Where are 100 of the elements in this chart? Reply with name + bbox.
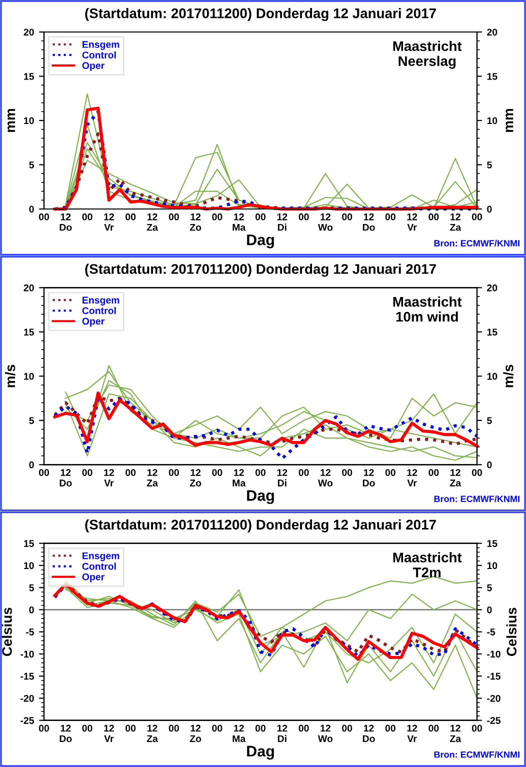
x-axis-title: Dag: [247, 490, 274, 504]
y-tick-label: -15: [20, 672, 34, 680]
y2-tick-label: 15: [487, 73, 498, 80]
x-tick-label: 12 Zo: [190, 724, 202, 742]
x-tick-label: 12 Ma: [232, 213, 246, 231]
y2-tick-label: -15: [487, 672, 501, 680]
x-tick-label: 00: [385, 724, 396, 732]
x-tick-label: 12 Za: [450, 469, 462, 486]
x-axis-title: Dag: [247, 234, 274, 248]
x-tick-label: 12 Do: [60, 469, 72, 486]
x-tick-label: 12 Wo: [318, 724, 333, 742]
y-tick-label: 15: [24, 540, 34, 547]
x-tick-label: 00: [385, 213, 396, 220]
legend-label: Oper: [82, 318, 104, 327]
y-tick-label: 0: [29, 461, 34, 468]
legend-label: Ensgem: [82, 552, 120, 562]
x-tick-label: 00: [428, 724, 439, 732]
x-tick-label: 12 Do: [362, 469, 375, 486]
x-tick-label: 00: [298, 213, 309, 220]
x-tick-label: 12 Za: [450, 724, 462, 742]
x-tick-label: 00: [255, 469, 266, 476]
x-tick-label: 12 Di: [277, 213, 288, 231]
y-tick-label: 5: [29, 584, 34, 592]
x-tick-label: 00: [472, 213, 482, 220]
x-tick-label: 00: [212, 213, 222, 220]
y-tick-label: 10: [24, 372, 34, 380]
annotation: Maastricht T2m: [393, 552, 462, 578]
text: Bron: ECMWF/KNMI: [434, 495, 520, 502]
y-tick-label: -5: [26, 628, 34, 636]
x-tick-label: 12 Do: [362, 724, 375, 742]
x-tick-label: 12 Vr: [104, 724, 114, 742]
x-tick-label: 00: [82, 469, 92, 476]
y-tick-label: 10: [24, 562, 34, 570]
y2-axis-title: mm: [506, 109, 514, 132]
y2-tick-label: 20: [487, 284, 498, 292]
y2-tick-label: -10: [487, 650, 500, 658]
x-axis-title: Dag: [247, 746, 274, 760]
y-tick-label: 0: [29, 606, 34, 614]
x-tick-label: 00: [168, 724, 179, 732]
y-tick-label: -25: [20, 717, 34, 724]
y2-tick-label: 10: [487, 372, 498, 380]
legend-label: Oper: [82, 573, 104, 582]
x-tick-label: 12 Di: [277, 724, 288, 742]
x-tick-label: 12 Di: [277, 469, 288, 486]
x-tick-label: 00: [38, 469, 50, 476]
x-tick-label: 12 Vr: [104, 213, 114, 231]
x-tick-label: 00: [255, 724, 266, 732]
x-tick-label: 12 Wo: [318, 213, 333, 231]
x-tick-label: 00: [428, 213, 439, 220]
y-tick-label: 15: [24, 328, 34, 336]
chart-title: (Startdatum: 2017011200) Donderdag 12 Januari 2017: [85, 8, 436, 22]
x-tick-label: 12 Ma: [232, 469, 246, 486]
x-tick-label: 00: [82, 724, 92, 732]
x-tick-label: 00: [212, 469, 222, 476]
y-tick-label: 20: [24, 284, 34, 292]
x-tick-label: 12 Zo: [190, 213, 202, 231]
y2-tick-label: 10: [487, 562, 498, 570]
x-tick-label: 00: [126, 724, 136, 732]
x-tick-label: 00: [212, 724, 222, 732]
x-tick-label: 00: [38, 724, 50, 732]
y-axis-title: mm: [8, 109, 16, 132]
y-axis-title: Celsius: [2, 608, 12, 656]
x-tick-label: 00: [126, 469, 136, 476]
y2-tick-label: 20: [487, 28, 498, 36]
y-tick-label: 10: [24, 117, 34, 124]
y-tick-label: 20: [24, 28, 34, 36]
text: Bron: ECMWF/KNMI: [434, 751, 520, 758]
x-tick-label: 00: [472, 469, 482, 476]
x-tick-label: 12 Za: [146, 469, 158, 486]
y2-tick-label: 5: [487, 162, 492, 168]
x-tick-label: 12 Za: [146, 213, 158, 231]
legend-label: Control: [82, 562, 116, 570]
y2-tick-label: 0: [487, 461, 492, 468]
x-tick-label: 00: [255, 213, 266, 220]
y2-tick-label: -5: [487, 628, 496, 636]
x-tick-label: 12 Vr: [104, 469, 114, 486]
x-tick-label: 00: [342, 213, 352, 220]
y-tick-label: -20: [20, 694, 34, 702]
y2-tick-label: 10: [487, 117, 498, 124]
annotation: Maastricht 10m wind: [393, 296, 462, 322]
x-tick-label: 12 Ma: [232, 724, 246, 742]
y2-tick-label: 5: [487, 417, 492, 424]
legend-label: Oper: [82, 62, 104, 71]
y-tick-label: -10: [20, 650, 34, 658]
y2-tick-label: 0: [487, 606, 492, 614]
y-tick-label: 5: [29, 417, 34, 424]
legend-label: Control: [82, 306, 116, 314]
x-tick-label: 12 Za: [450, 213, 462, 231]
x-tick-label: 00: [168, 213, 179, 220]
x-tick-label: 00: [168, 469, 179, 476]
x-tick-label: 00: [472, 724, 482, 732]
x-tick-label: 00: [342, 469, 352, 476]
x-tick-label: 00: [82, 213, 92, 220]
x-tick-label: 12 Vr: [407, 213, 418, 231]
y2-tick-label: 5: [487, 584, 492, 592]
legend-label: Ensgem: [82, 41, 120, 50]
y2-axis-title: m/s: [503, 364, 514, 388]
y-tick-label: 15: [24, 73, 34, 80]
annotation: Maastricht Neerslag: [393, 40, 462, 69]
x-tick-label: 00: [385, 469, 396, 476]
